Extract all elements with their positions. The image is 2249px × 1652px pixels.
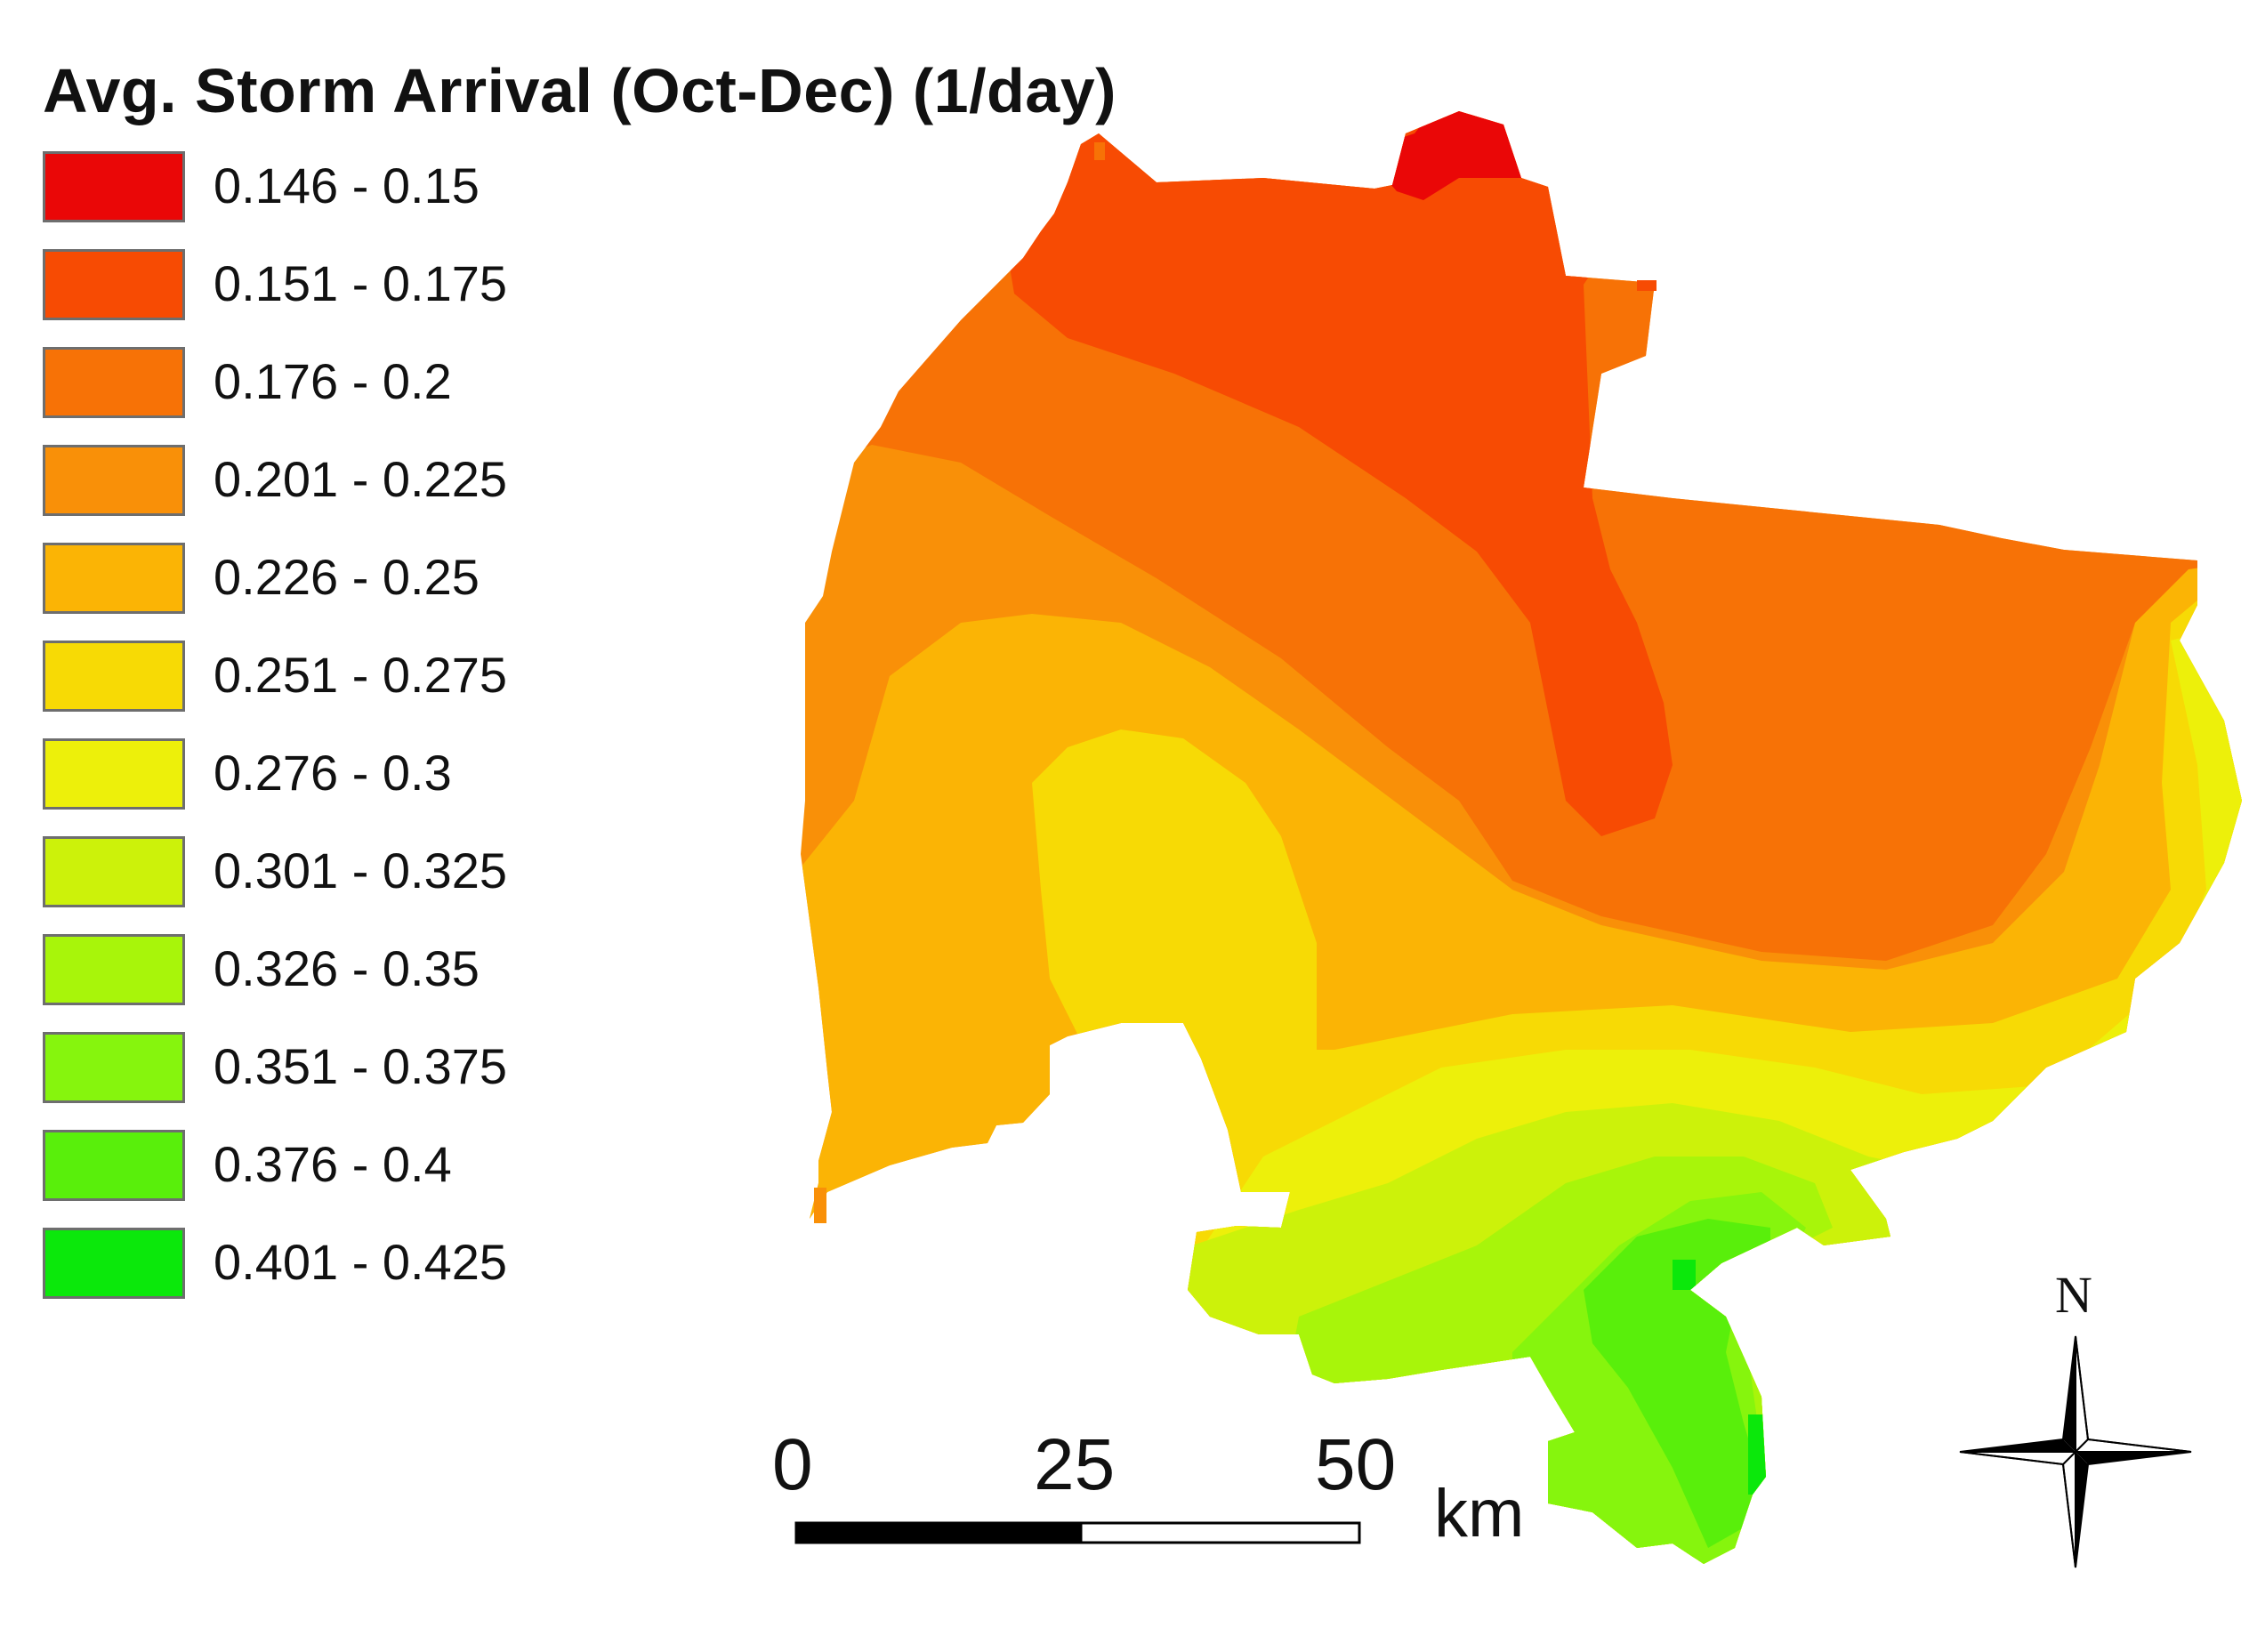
zone-0.146-0.15: [1370, 111, 1521, 200]
legend-label: 0.301 - 0.325: [214, 842, 508, 899]
legend-swatch: [43, 738, 185, 810]
legend-swatch: [43, 1228, 185, 1299]
legend-swatch: [43, 934, 185, 1005]
legend-label: 0.151 - 0.175: [214, 255, 508, 311]
legend-swatch: [43, 249, 185, 320]
scale-bar-segment-black: [794, 1521, 1083, 1544]
legend-swatch: [43, 641, 185, 712]
legend-swatch: [43, 836, 185, 907]
legend-label: 0.201 - 0.225: [214, 451, 508, 507]
zone-0.151-0.175: [801, 111, 2242, 836]
zone-0.401-0.425-patch: [1748, 1414, 1766, 1495]
legend-label: 0.146 - 0.15: [214, 157, 480, 214]
legend-swatch: [43, 1032, 185, 1103]
legend-label: 0.351 - 0.375: [214, 1038, 508, 1094]
north-arrow-icon: [1959, 1335, 2192, 1568]
legend-swatch: [43, 151, 185, 222]
legend-label: 0.326 - 0.35: [214, 940, 480, 996]
scale-bar: [794, 1521, 1361, 1544]
region-fringe: [814, 142, 1657, 1223]
scale-tick-0: 0: [772, 1424, 813, 1505]
storm-arrival-raster: [801, 111, 2242, 1564]
legend-swatch: [43, 445, 185, 516]
legend-label: 0.176 - 0.2: [214, 353, 452, 409]
legend-label: 0.401 - 0.425: [214, 1234, 508, 1290]
north-label: N: [2055, 1266, 2092, 1324]
legend-label: 0.251 - 0.275: [214, 647, 508, 703]
legend-swatch: [43, 347, 185, 418]
legend-label: 0.376 - 0.4: [214, 1136, 452, 1192]
legend-swatch: [43, 543, 185, 614]
map-title: Avg. Storm Arrival (Oct-Dec) (1/day): [43, 56, 1116, 125]
legend-label: 0.226 - 0.25: [214, 549, 480, 605]
scale-bar-segment-white: [1079, 1521, 1361, 1544]
legend-label: 0.276 - 0.3: [214, 745, 452, 801]
legend-swatch: [43, 1130, 185, 1201]
scale-tick-25: 25: [1034, 1424, 1116, 1505]
scale-tick-50: 50: [1315, 1424, 1397, 1505]
scale-unit: km: [1434, 1476, 1525, 1551]
zone-0.401-0.425-patch: [1673, 1260, 1696, 1290]
